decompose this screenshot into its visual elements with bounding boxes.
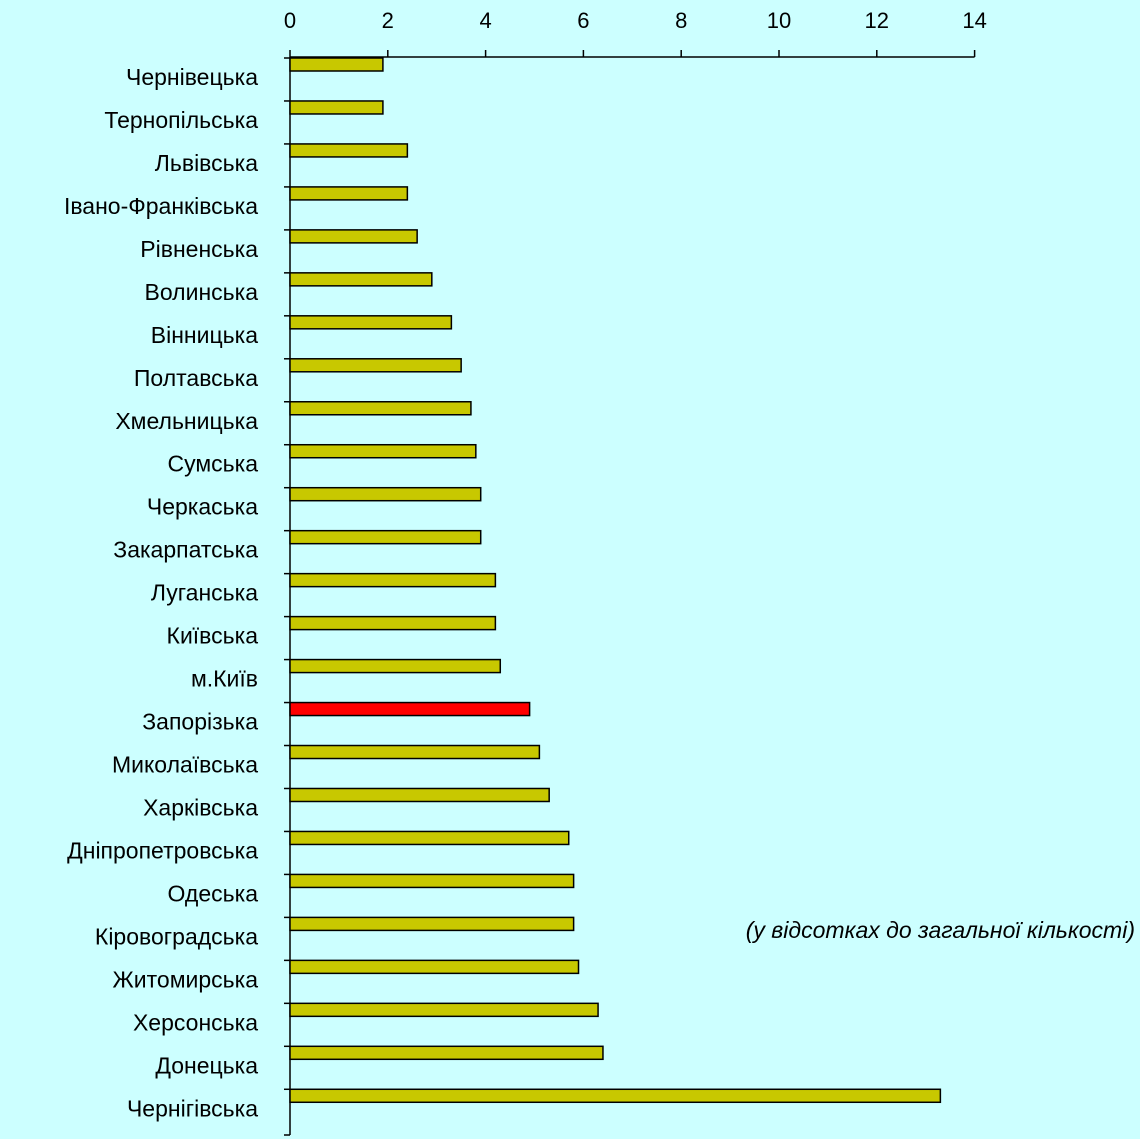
bar-12 (289, 529, 482, 545)
x-tick-label: 6 (577, 8, 589, 33)
bar-3 (289, 143, 409, 158)
bar-13 (289, 572, 497, 588)
category-label: Дніпропетровська (67, 837, 258, 863)
category-label: Харківська (143, 794, 258, 820)
x-tick-label: 4 (479, 8, 491, 33)
x-tick-label: 10 (767, 8, 791, 33)
y-axis (284, 57, 291, 1136)
category-label: Івано-Франківська (64, 193, 258, 219)
category-label: Рівненська (140, 236, 258, 262)
bar-19 (289, 830, 570, 846)
category-label: Тернопільська (104, 107, 258, 133)
bar-24 (289, 1045, 604, 1061)
x-axis: 0 2 4 6 8 10 12 14 (284, 8, 987, 58)
bar-16 (289, 701, 531, 717)
bar-15 (289, 658, 502, 674)
bar-21 (289, 916, 575, 932)
category-label: Київська (167, 623, 259, 649)
category-label: м.Київ (191, 666, 258, 692)
category-label: Волинська (145, 279, 259, 305)
bar-18 (289, 787, 550, 803)
category-label: Донецька (155, 1052, 258, 1078)
category-label: Сумська (167, 451, 258, 477)
category-label: Хмельницька (115, 408, 258, 434)
category-label: Полтавська (134, 365, 258, 391)
x-tick-label: 8 (675, 8, 687, 33)
bar-23 (289, 1002, 599, 1018)
bar-series (289, 57, 942, 1104)
bar-9 (289, 401, 472, 416)
bar-25 (289, 1088, 942, 1104)
bar-4 (289, 186, 409, 201)
bar-1 (289, 57, 384, 72)
x-tick-label: 14 (962, 8, 986, 33)
category-label: Черкаська (147, 494, 258, 520)
bar-11 (289, 486, 482, 502)
category-label: Луганська (151, 580, 258, 606)
category-label: Чернівецька (126, 64, 258, 90)
bar-22 (289, 959, 580, 975)
category-labels: Чернівецька Тернопільська Львівська Івано-Ф… (64, 64, 258, 1121)
bar-7 (289, 315, 453, 330)
bar-10 (289, 443, 477, 459)
bar-5 (289, 229, 418, 244)
category-label: Чернігівська (127, 1095, 258, 1121)
bar-6 (289, 272, 433, 287)
category-label: Вінницька (151, 322, 258, 348)
x-tick-label: 0 (284, 8, 296, 33)
category-label: Житомирська (113, 966, 259, 992)
category-label: Львівська (155, 150, 258, 176)
x-tick-label: 12 (865, 8, 889, 33)
bar-2 (289, 100, 384, 115)
category-label: Закарпатська (113, 537, 258, 563)
bar-8 (289, 358, 462, 373)
x-tick-label: 2 (382, 8, 394, 33)
category-label: Херсонська (133, 1009, 258, 1035)
category-label: Кіровоградська (95, 923, 258, 949)
category-label: Миколаївська (112, 752, 258, 778)
bar-20 (289, 873, 575, 889)
bar-14 (289, 615, 497, 631)
bar-17 (289, 744, 541, 760)
units-annotation: (у відсотках до загальної кількості) (746, 917, 1135, 943)
category-label: Запорізька (142, 709, 258, 735)
category-label: Одеська (168, 880, 259, 906)
